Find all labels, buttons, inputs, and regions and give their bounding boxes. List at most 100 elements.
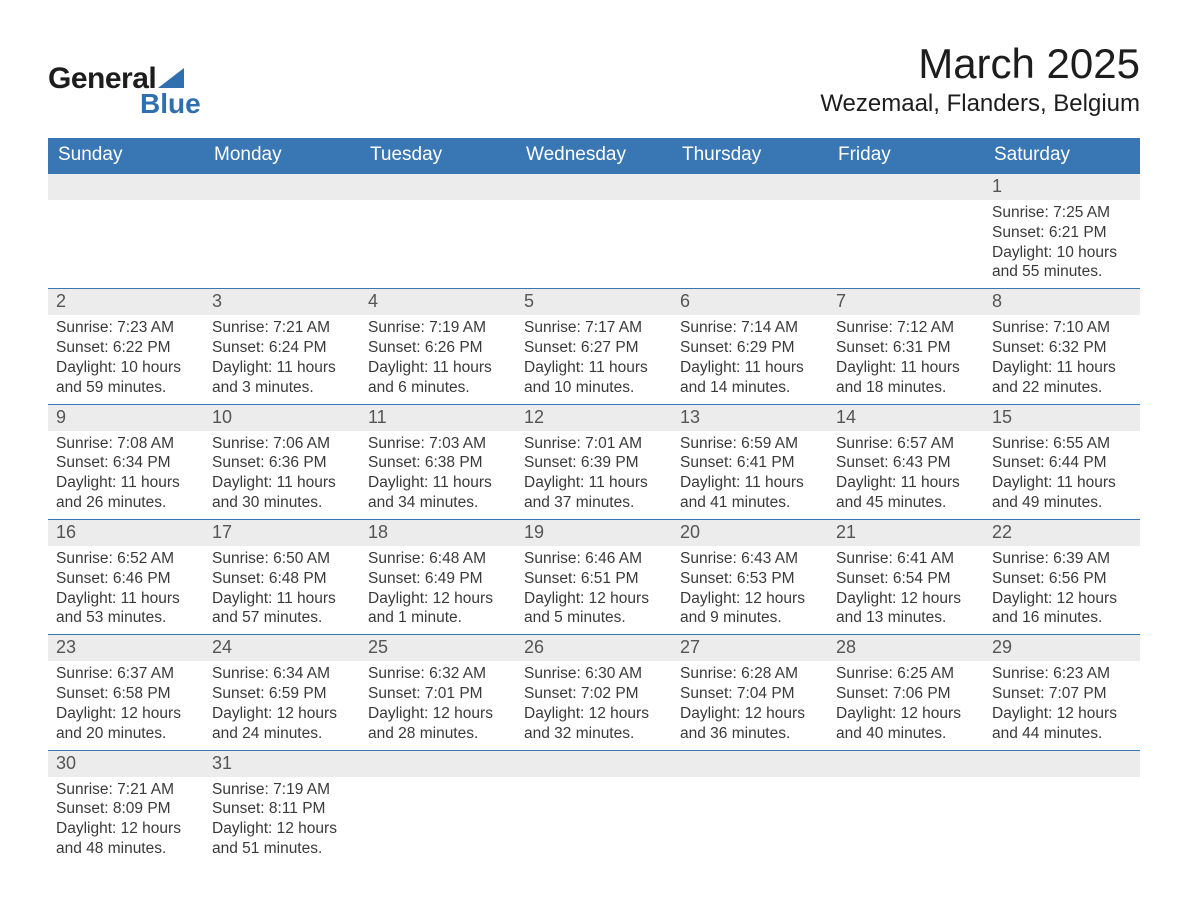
day-number: 15 xyxy=(984,405,1140,431)
day-number: 14 xyxy=(828,405,984,431)
daylight-line: Daylight: 11 hours and 22 minutes. xyxy=(992,358,1132,398)
daylight-line: Daylight: 11 hours and 37 minutes. xyxy=(524,473,664,513)
daylight-line: Daylight: 11 hours and 49 minutes. xyxy=(992,473,1132,513)
day-number: 21 xyxy=(828,520,984,546)
daylight-line: Daylight: 11 hours and 14 minutes. xyxy=(680,358,820,398)
day-cell: Sunrise: 6:37 AMSunset: 6:58 PMDaylight:… xyxy=(48,661,204,749)
daylight-line: Daylight: 12 hours and 1 minute. xyxy=(368,589,508,629)
day-number: 3 xyxy=(204,289,360,315)
sunset-line: Sunset: 6:49 PM xyxy=(368,569,508,589)
logo-word-blue: Blue xyxy=(140,88,201,120)
day-cell: Sunrise: 6:32 AMSunset: 7:01 PMDaylight:… xyxy=(360,661,516,749)
day-cell: Sunrise: 6:25 AMSunset: 7:06 PMDaylight:… xyxy=(828,661,984,749)
daylight-line: Daylight: 12 hours and 51 minutes. xyxy=(212,819,352,859)
day-cell: Sunrise: 7:06 AMSunset: 6:36 PMDaylight:… xyxy=(204,431,360,519)
day-number: 5 xyxy=(516,289,672,315)
sunset-line: Sunset: 6:36 PM xyxy=(212,453,352,473)
sunrise-line: Sunrise: 6:52 AM xyxy=(56,549,196,569)
sunset-line: Sunset: 6:27 PM xyxy=(524,338,664,358)
day-cell: Sunrise: 6:23 AMSunset: 7:07 PMDaylight:… xyxy=(984,661,1140,749)
sunrise-line: Sunrise: 6:55 AM xyxy=(992,434,1132,454)
daylight-line: Daylight: 11 hours and 57 minutes. xyxy=(212,589,352,629)
day-cell: Sunrise: 7:08 AMSunset: 6:34 PMDaylight:… xyxy=(48,431,204,519)
sunset-line: Sunset: 6:54 PM xyxy=(836,569,976,589)
daylight-line: Daylight: 11 hours and 41 minutes. xyxy=(680,473,820,513)
sunrise-line: Sunrise: 7:21 AM xyxy=(56,780,196,800)
day-number xyxy=(516,751,672,777)
day-cell: Sunrise: 7:12 AMSunset: 6:31 PMDaylight:… xyxy=(828,315,984,403)
sunset-line: Sunset: 6:29 PM xyxy=(680,338,820,358)
daylight-line: Daylight: 12 hours and 16 minutes. xyxy=(992,589,1132,629)
day-number: 28 xyxy=(828,635,984,661)
sunset-line: Sunset: 7:07 PM xyxy=(992,684,1132,704)
daylight-line: Daylight: 11 hours and 10 minutes. xyxy=(524,358,664,398)
sunrise-line: Sunrise: 7:21 AM xyxy=(212,318,352,338)
sunrise-line: Sunrise: 6:30 AM xyxy=(524,664,664,684)
weekday-header: Thursday xyxy=(672,138,828,174)
day-cell: Sunrise: 7:21 AMSunset: 6:24 PMDaylight:… xyxy=(204,315,360,403)
weekday-header: Friday xyxy=(828,138,984,174)
sunset-line: Sunset: 6:46 PM xyxy=(56,569,196,589)
header: General Blue March 2025 Wezemaal, Flande… xyxy=(48,40,1140,120)
daylight-line: Daylight: 12 hours and 24 minutes. xyxy=(212,704,352,744)
daylight-line: Daylight: 12 hours and 13 minutes. xyxy=(836,589,976,629)
day-number xyxy=(360,174,516,200)
sunrise-line: Sunrise: 6:32 AM xyxy=(368,664,508,684)
sunset-line: Sunset: 8:09 PM xyxy=(56,799,196,819)
day-cell: Sunrise: 6:48 AMSunset: 6:49 PMDaylight:… xyxy=(360,546,516,634)
daylight-line: Daylight: 11 hours and 6 minutes. xyxy=(368,358,508,398)
title-block: March 2025 Wezemaal, Flanders, Belgium xyxy=(820,40,1140,118)
day-number: 17 xyxy=(204,520,360,546)
sunset-line: Sunset: 6:31 PM xyxy=(836,338,976,358)
day-number: 22 xyxy=(984,520,1140,546)
empty-cell xyxy=(204,200,360,288)
daylight-line: Daylight: 11 hours and 26 minutes. xyxy=(56,473,196,513)
sunrise-line: Sunrise: 7:19 AM xyxy=(368,318,508,338)
sunrise-line: Sunrise: 6:57 AM xyxy=(836,434,976,454)
daylight-line: Daylight: 12 hours and 5 minutes. xyxy=(524,589,664,629)
sunrise-line: Sunrise: 7:01 AM xyxy=(524,434,664,454)
sunrise-line: Sunrise: 7:08 AM xyxy=(56,434,196,454)
day-cell: Sunrise: 6:41 AMSunset: 6:54 PMDaylight:… xyxy=(828,546,984,634)
day-number: 26 xyxy=(516,635,672,661)
sunset-line: Sunset: 7:04 PM xyxy=(680,684,820,704)
sunset-line: Sunset: 6:48 PM xyxy=(212,569,352,589)
sunset-line: Sunset: 6:41 PM xyxy=(680,453,820,473)
daylight-line: Daylight: 12 hours and 9 minutes. xyxy=(680,589,820,629)
day-number: 19 xyxy=(516,520,672,546)
day-number: 30 xyxy=(48,751,204,777)
day-number: 7 xyxy=(828,289,984,315)
day-cell: Sunrise: 6:34 AMSunset: 6:59 PMDaylight:… xyxy=(204,661,360,749)
empty-cell xyxy=(672,200,828,288)
daylight-line: Daylight: 11 hours and 18 minutes. xyxy=(836,358,976,398)
calendar-table: SundayMondayTuesdayWednesdayThursdayFrid… xyxy=(48,138,1140,865)
sunrise-line: Sunrise: 6:43 AM xyxy=(680,549,820,569)
day-number xyxy=(516,174,672,200)
sunrise-line: Sunrise: 7:06 AM xyxy=(212,434,352,454)
day-cell: Sunrise: 6:39 AMSunset: 6:56 PMDaylight:… xyxy=(984,546,1140,634)
day-cell: Sunrise: 6:59 AMSunset: 6:41 PMDaylight:… xyxy=(672,431,828,519)
calendar-header-row: SundayMondayTuesdayWednesdayThursdayFrid… xyxy=(48,138,1140,174)
daylight-line: Daylight: 11 hours and 3 minutes. xyxy=(212,358,352,398)
sunset-line: Sunset: 6:26 PM xyxy=(368,338,508,358)
daylight-line: Daylight: 12 hours and 32 minutes. xyxy=(524,704,664,744)
sunrise-line: Sunrise: 6:28 AM xyxy=(680,664,820,684)
day-cell: Sunrise: 7:01 AMSunset: 6:39 PMDaylight:… xyxy=(516,431,672,519)
daylight-line: Daylight: 10 hours and 55 minutes. xyxy=(992,243,1132,283)
day-cell: Sunrise: 7:10 AMSunset: 6:32 PMDaylight:… xyxy=(984,315,1140,403)
weekday-header: Monday xyxy=(204,138,360,174)
sunrise-line: Sunrise: 7:14 AM xyxy=(680,318,820,338)
day-number: 4 xyxy=(360,289,516,315)
day-cell: Sunrise: 7:03 AMSunset: 6:38 PMDaylight:… xyxy=(360,431,516,519)
weekday-header: Sunday xyxy=(48,138,204,174)
day-number: 13 xyxy=(672,405,828,431)
day-number: 10 xyxy=(204,405,360,431)
day-cell: Sunrise: 7:23 AMSunset: 6:22 PMDaylight:… xyxy=(48,315,204,403)
day-cell: Sunrise: 7:17 AMSunset: 6:27 PMDaylight:… xyxy=(516,315,672,403)
empty-cell xyxy=(516,200,672,288)
page-subtitle: Wezemaal, Flanders, Belgium xyxy=(820,90,1140,118)
sunset-line: Sunset: 6:34 PM xyxy=(56,453,196,473)
day-number: 23 xyxy=(48,635,204,661)
day-number: 16 xyxy=(48,520,204,546)
sunrise-line: Sunrise: 6:39 AM xyxy=(992,549,1132,569)
